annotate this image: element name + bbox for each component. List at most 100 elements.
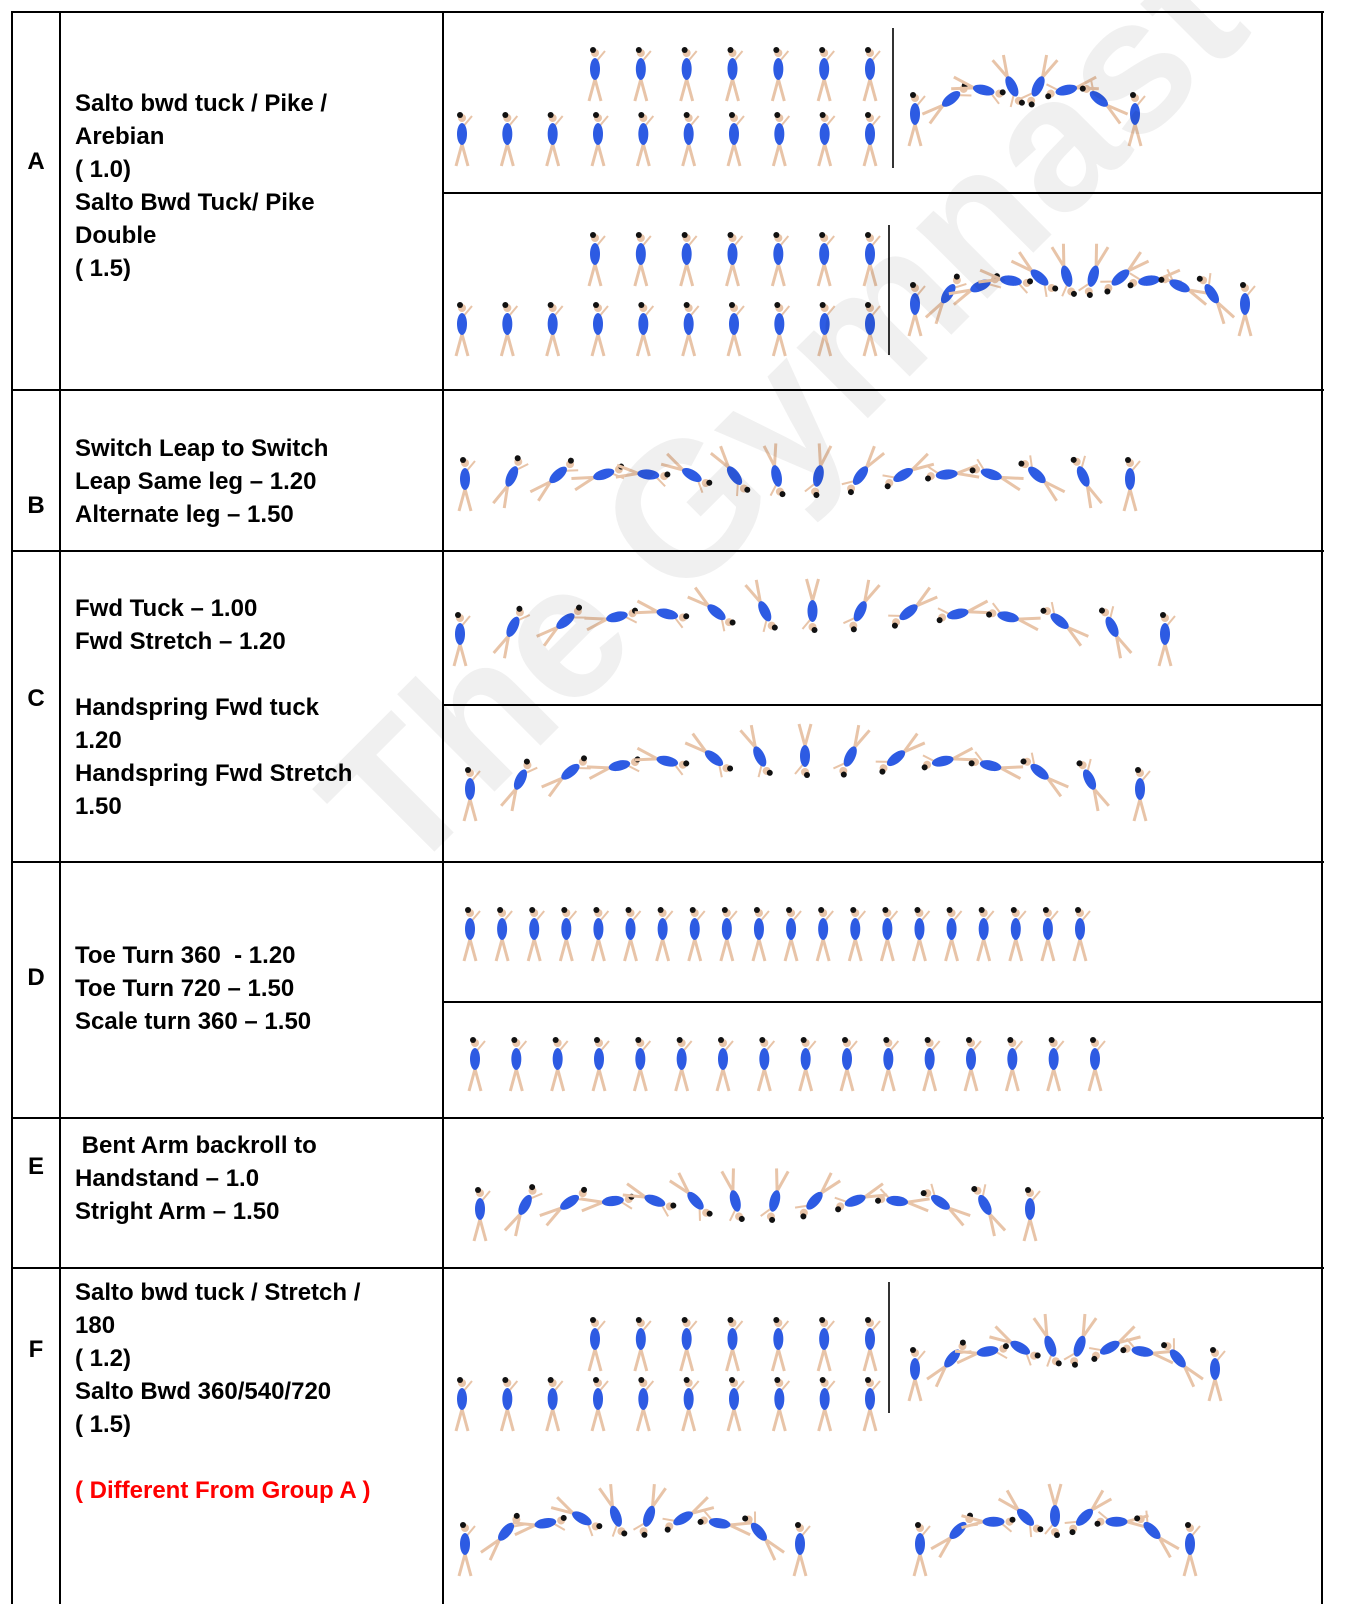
body: [865, 313, 875, 335]
body: [502, 1388, 512, 1410]
text-line: Switch Leap to Switch: [75, 432, 440, 465]
gymnast-figure: [919, 744, 975, 772]
leg: [598, 334, 604, 356]
body: [636, 1328, 646, 1350]
gymnast-figure: [804, 443, 831, 499]
leg: [864, 264, 870, 286]
leg: [547, 1409, 553, 1431]
hair: [465, 907, 471, 913]
gymnast-figure: [727, 47, 743, 101]
leg: [682, 1069, 688, 1091]
hair: [593, 907, 599, 913]
gymnast-figure: [1124, 457, 1140, 511]
gymnast-figure: [968, 751, 1024, 779]
hair: [773, 47, 779, 53]
leg: [870, 334, 876, 356]
leg: [978, 939, 984, 961]
body: [1059, 264, 1075, 288]
text-line: Alternate leg – 1.50: [75, 498, 440, 531]
leg: [586, 619, 609, 630]
gymnast-figure: [501, 112, 517, 166]
leg: [722, 1170, 733, 1193]
body: [457, 123, 467, 145]
body: [786, 918, 796, 940]
leg: [462, 144, 468, 166]
body: [590, 243, 600, 265]
hair: [865, 232, 871, 238]
hair: [865, 1317, 871, 1323]
gymnast-figure: [459, 1522, 475, 1576]
hair: [548, 302, 554, 308]
row-border: [12, 1117, 1324, 1119]
hair: [773, 1317, 779, 1323]
body: [865, 1388, 875, 1410]
gymnast-figure: [501, 757, 539, 813]
body: [820, 123, 830, 145]
gymnast-figure: [547, 112, 563, 166]
gymnast-figure: [773, 1377, 789, 1431]
leg: [727, 939, 733, 961]
gymnast-figure: [1024, 1187, 1040, 1241]
hair: [819, 1317, 825, 1323]
gymnast-figure: [1132, 1508, 1181, 1557]
text-line: Salto Bwd Tuck/ Pike: [75, 186, 440, 219]
gymnast-figure: [592, 112, 608, 166]
leg: [592, 1409, 598, 1431]
hair: [1007, 1037, 1013, 1043]
gymnast-figure: [753, 907, 769, 961]
gymnast-figure: [635, 1317, 651, 1371]
hair: [728, 1317, 734, 1323]
leg: [501, 1409, 507, 1431]
hair: [626, 907, 632, 913]
gymnast-figure: [1042, 907, 1058, 961]
leg: [772, 79, 778, 101]
body: [1125, 468, 1135, 490]
gymnast-figure: [708, 446, 753, 499]
body: [773, 243, 783, 265]
leg: [637, 1409, 643, 1431]
leg: [734, 334, 740, 356]
text-line: Arebian: [75, 120, 440, 153]
body: [1011, 918, 1021, 940]
leg: [459, 489, 465, 511]
leg: [641, 264, 647, 286]
leg: [847, 1069, 853, 1091]
leg: [475, 1069, 481, 1091]
leg: [887, 939, 893, 961]
leg: [456, 334, 462, 356]
leg: [528, 939, 534, 961]
gymnast-figure: [1074, 907, 1090, 961]
text-line: 1.50: [75, 790, 440, 823]
leg: [759, 939, 765, 961]
leg: [1055, 1484, 1061, 1506]
leg: [924, 1069, 930, 1091]
gymnast-figure: [1089, 1037, 1105, 1091]
body: [592, 466, 616, 482]
leg: [553, 144, 559, 166]
gymnast-figure: [469, 1037, 485, 1091]
leg: [758, 1069, 764, 1091]
leg: [779, 334, 785, 356]
gymnast-figure: [456, 1377, 472, 1431]
body: [682, 243, 692, 265]
hair: [774, 302, 780, 308]
gymnast-figure: [592, 1377, 608, 1431]
leg: [1209, 1379, 1215, 1401]
gymnast-figure: [969, 1181, 1008, 1236]
gymnast-figure: [459, 457, 475, 511]
hair: [475, 1187, 481, 1193]
hair: [883, 1037, 889, 1043]
gymnast-figure: [540, 1185, 594, 1229]
gymnast-figure: [689, 907, 705, 961]
body: [729, 1388, 739, 1410]
gymnast-figure: [909, 92, 925, 146]
body: [865, 243, 875, 265]
gymnast-figure: [817, 907, 833, 961]
body: [638, 313, 648, 335]
leg: [502, 939, 508, 961]
gymnast-figure: [1086, 1323, 1141, 1364]
leg: [1089, 1069, 1095, 1091]
leg: [641, 79, 647, 101]
gymnast-figure: [1120, 1338, 1176, 1363]
leg: [592, 334, 598, 356]
